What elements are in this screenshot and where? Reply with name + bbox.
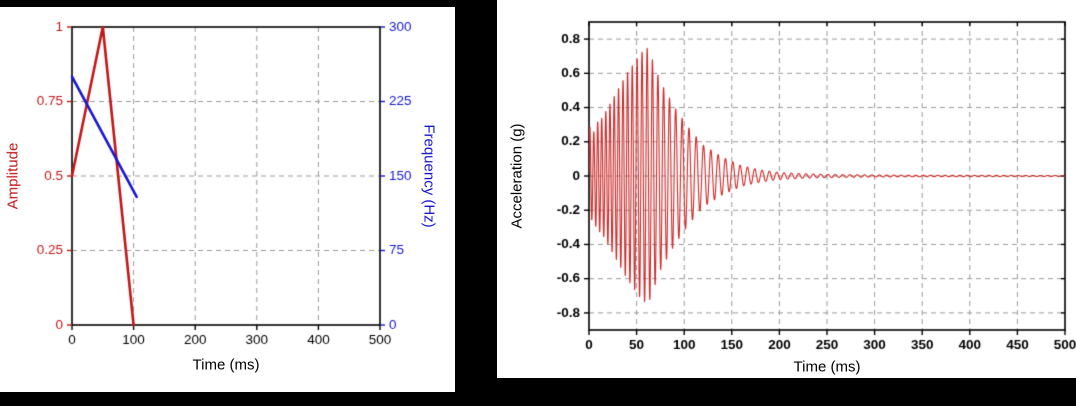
- time-axis-label-acceleration-chart: Time (ms): [793, 358, 861, 376]
- frequency-axis-label: Frequency (Hz): [420, 124, 438, 228]
- acceleration-axis-label: Acceleration (g): [508, 123, 526, 229]
- pulse-chart-panel: Amplitude Frequency (Hz) Time (ms): [0, 7, 455, 392]
- acceleration-chart-canvas: [497, 0, 1076, 378]
- time-axis-label-pulse-chart: Time (ms): [192, 356, 260, 374]
- amplitude-axis-label: Amplitude: [4, 142, 22, 210]
- pulse-chart-canvas: [0, 7, 455, 392]
- acceleration-chart-panel: Acceleration (g) Time (ms): [497, 0, 1076, 378]
